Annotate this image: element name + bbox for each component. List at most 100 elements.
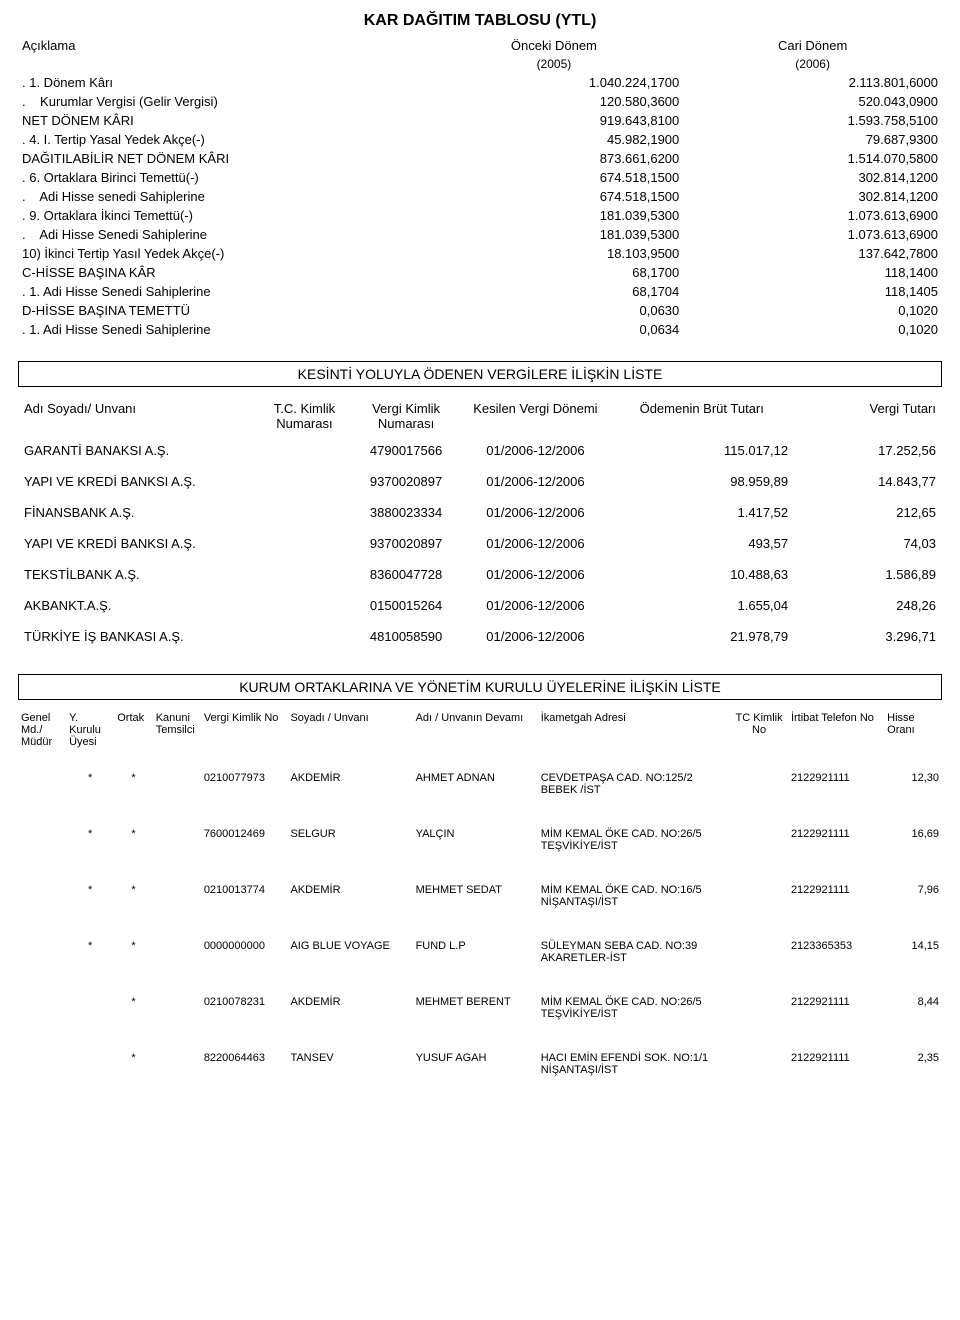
h-adres: İkametgah Adresi (538, 710, 731, 750)
cell-kt (153, 862, 201, 918)
cell-tc (258, 435, 350, 466)
cell-desc: . 1. Adi Hisse Senedi Sahiplerine (18, 320, 425, 339)
cell-curr: 1.514.070,5800 (683, 149, 942, 168)
table-row: TÜRKİYE İŞ BANKASI A.Ş.481005859001/2006… (18, 621, 942, 652)
cell-period: 01/2006-12/2006 (462, 466, 610, 497)
cell-vk: 0150015264 (351, 590, 462, 621)
cell-soyad: AKDEMİR (287, 862, 412, 918)
cell-soyad: SELGUR (287, 806, 412, 862)
cell-tax: 3.296,71 (794, 621, 942, 652)
cell-curr: 1.593.758,5100 (683, 111, 942, 130)
cell-curr: 302.814,1200 (683, 168, 942, 187)
table-row: TEKSTİLBANK A.Ş.836004772801/2006-12/200… (18, 559, 942, 590)
table-row: 10) İkinci Tertip Yasıl Yedek Akçe(-)18.… (18, 244, 942, 263)
cell-yk: * (66, 918, 114, 974)
cell-desc: . 6. Ortaklara Birinci Temettü(-) (18, 168, 425, 187)
cell-yk: * (66, 750, 114, 806)
table-row: . 1. Adi Hisse Senedi Sahiplerine0,06340… (18, 320, 942, 339)
cell-tckn (730, 806, 788, 862)
partners-table: Genel Md./ Müdür Y. Kurulu Üyesi Ortak K… (18, 710, 942, 1086)
cell-vk: 4790017566 (351, 435, 462, 466)
h-period: Kesilen Vergi Dönemi (462, 397, 610, 435)
cell-desc: . 4. I. Tertip Yasal Yedek Akçe(-) (18, 130, 425, 149)
cell-period: 01/2006-12/2006 (462, 590, 610, 621)
cell-desc: 10) İkinci Tertip Yasıl Yedek Akçe(-) (18, 244, 425, 263)
cell-tax: 212,65 (794, 497, 942, 528)
cell-gross: 1.655,04 (609, 590, 794, 621)
cell-desc: . Adi Hisse Senedi Sahiplerine (18, 225, 425, 244)
cell-prev: 18.103,9500 (425, 244, 684, 263)
h-ad: Adı / Unvanın Devamı (413, 710, 538, 750)
cell-curr: 520.043,0900 (683, 92, 942, 111)
cell-prev: 873.661,6200 (425, 149, 684, 168)
tax-withheld-table: Adı Soyadı/ Unvanı T.C. Kimlik Numarası … (18, 397, 942, 652)
cell-vk: 9370020897 (351, 528, 462, 559)
cell-desc: . Kurumlar Vergisi (Gelir Vergisi) (18, 92, 425, 111)
table-row: D-HİSSE BAŞINA TEMETTÜ0,06300,1020 (18, 301, 942, 320)
cell-vk: 8360047728 (351, 559, 462, 590)
cell-hisse: 12,30 (884, 750, 942, 806)
cell-name: YAPI VE KREDİ BANKSI A.Ş. (18, 466, 258, 497)
cell-prev: 0,0634 (425, 320, 684, 339)
cell-yk (66, 974, 114, 1030)
cell-kt (153, 918, 201, 974)
cell-desc: . 1. Adi Hisse Senedi Sahiplerine (18, 282, 425, 301)
table-row: DAĞITILABİLİR NET DÖNEM KÂRI873.661,6200… (18, 149, 942, 168)
cell-desc: . 1. Dönem Kârı (18, 73, 425, 92)
cell-desc: C-HİSSE BAŞINA KÂR (18, 263, 425, 282)
cell-period: 01/2006-12/2006 (462, 435, 610, 466)
cell-curr: 137.642,7800 (683, 244, 942, 263)
cell-adres: HACI EMİN EFENDİ SOK. NO:1/1 NİŞANTAŞI/İ… (538, 1030, 731, 1086)
cell-tax: 74,03 (794, 528, 942, 559)
cell-tckn (730, 918, 788, 974)
col-curr-year: (2006) (683, 55, 942, 73)
cell-period: 01/2006-12/2006 (462, 621, 610, 652)
cell-gross: 10.488,63 (609, 559, 794, 590)
cell-gm (18, 1030, 66, 1086)
cell-desc: NET DÖNEM KÂRI (18, 111, 425, 130)
cell-ad: MEHMET BERENT (413, 974, 538, 1030)
cell-tax: 17.252,56 (794, 435, 942, 466)
cell-tckn (730, 1030, 788, 1086)
cell-curr: 118,1400 (683, 263, 942, 282)
h-vkn: Vergi Kimlik No (201, 710, 288, 750)
cell-vkn: 0210013774 (201, 862, 288, 918)
cell-tc (258, 497, 350, 528)
cell-gross: 98.959,89 (609, 466, 794, 497)
table-row: **7600012469SELGURYALÇINMİM KEMAL ÖKE CA… (18, 806, 942, 862)
cell-vkn: 8220064463 (201, 1030, 288, 1086)
h-hisse: Hisse Oranı (884, 710, 942, 750)
table-row: *0210078231AKDEMİRMEHMET BERENTMİM KEMAL… (18, 974, 942, 1030)
cell-yk: * (66, 862, 114, 918)
cell-tc (258, 559, 350, 590)
table-row: **0000000000AIG BLUE VOYAGEFUND L.PSÜLEY… (18, 918, 942, 974)
cell-prev: 45.982,1900 (425, 130, 684, 149)
cell-period: 01/2006-12/2006 (462, 559, 610, 590)
col-desc: Açıklama (18, 36, 425, 55)
cell-gm (18, 862, 66, 918)
cell-gross: 1.417,52 (609, 497, 794, 528)
cell-gm (18, 806, 66, 862)
cell-prev: 674.518,1500 (425, 168, 684, 187)
cell-curr: 302.814,1200 (683, 187, 942, 206)
h-tax: Vergi Tutarı (794, 397, 942, 435)
cell-tel: 2122921111 (788, 974, 884, 1030)
cell-name: TÜRKİYE İŞ BANKASI A.Ş. (18, 621, 258, 652)
cell-kt (153, 806, 201, 862)
cell-kt (153, 974, 201, 1030)
cell-adres: MİM KEMAL ÖKE CAD. NO:16/5 NİŞANTAŞI/İST (538, 862, 731, 918)
cell-prev: 181.039,5300 (425, 225, 684, 244)
h-name: Adı Soyadı/ Unvanı (18, 397, 258, 435)
h-yk: Y. Kurulu Üyesi (66, 710, 114, 750)
cell-ortak: * (114, 806, 152, 862)
col-prev: Önceki Dönem (425, 36, 684, 55)
table-row: . Adi Hisse Senedi Sahiplerine181.039,53… (18, 225, 942, 244)
cell-curr: 2.113.801,6000 (683, 73, 942, 92)
cell-name: YAPI VE KREDİ BANKSI A.Ş. (18, 528, 258, 559)
cell-tckn (730, 750, 788, 806)
cell-adres: MİM KEMAL ÖKE CAD. NO:26/5 TEŞVİKİYE/İST (538, 806, 731, 862)
cell-vkn: 0000000000 (201, 918, 288, 974)
cell-tax: 14.843,77 (794, 466, 942, 497)
h-kt: Kanuni Temsilci (153, 710, 201, 750)
cell-ortak: * (114, 750, 152, 806)
